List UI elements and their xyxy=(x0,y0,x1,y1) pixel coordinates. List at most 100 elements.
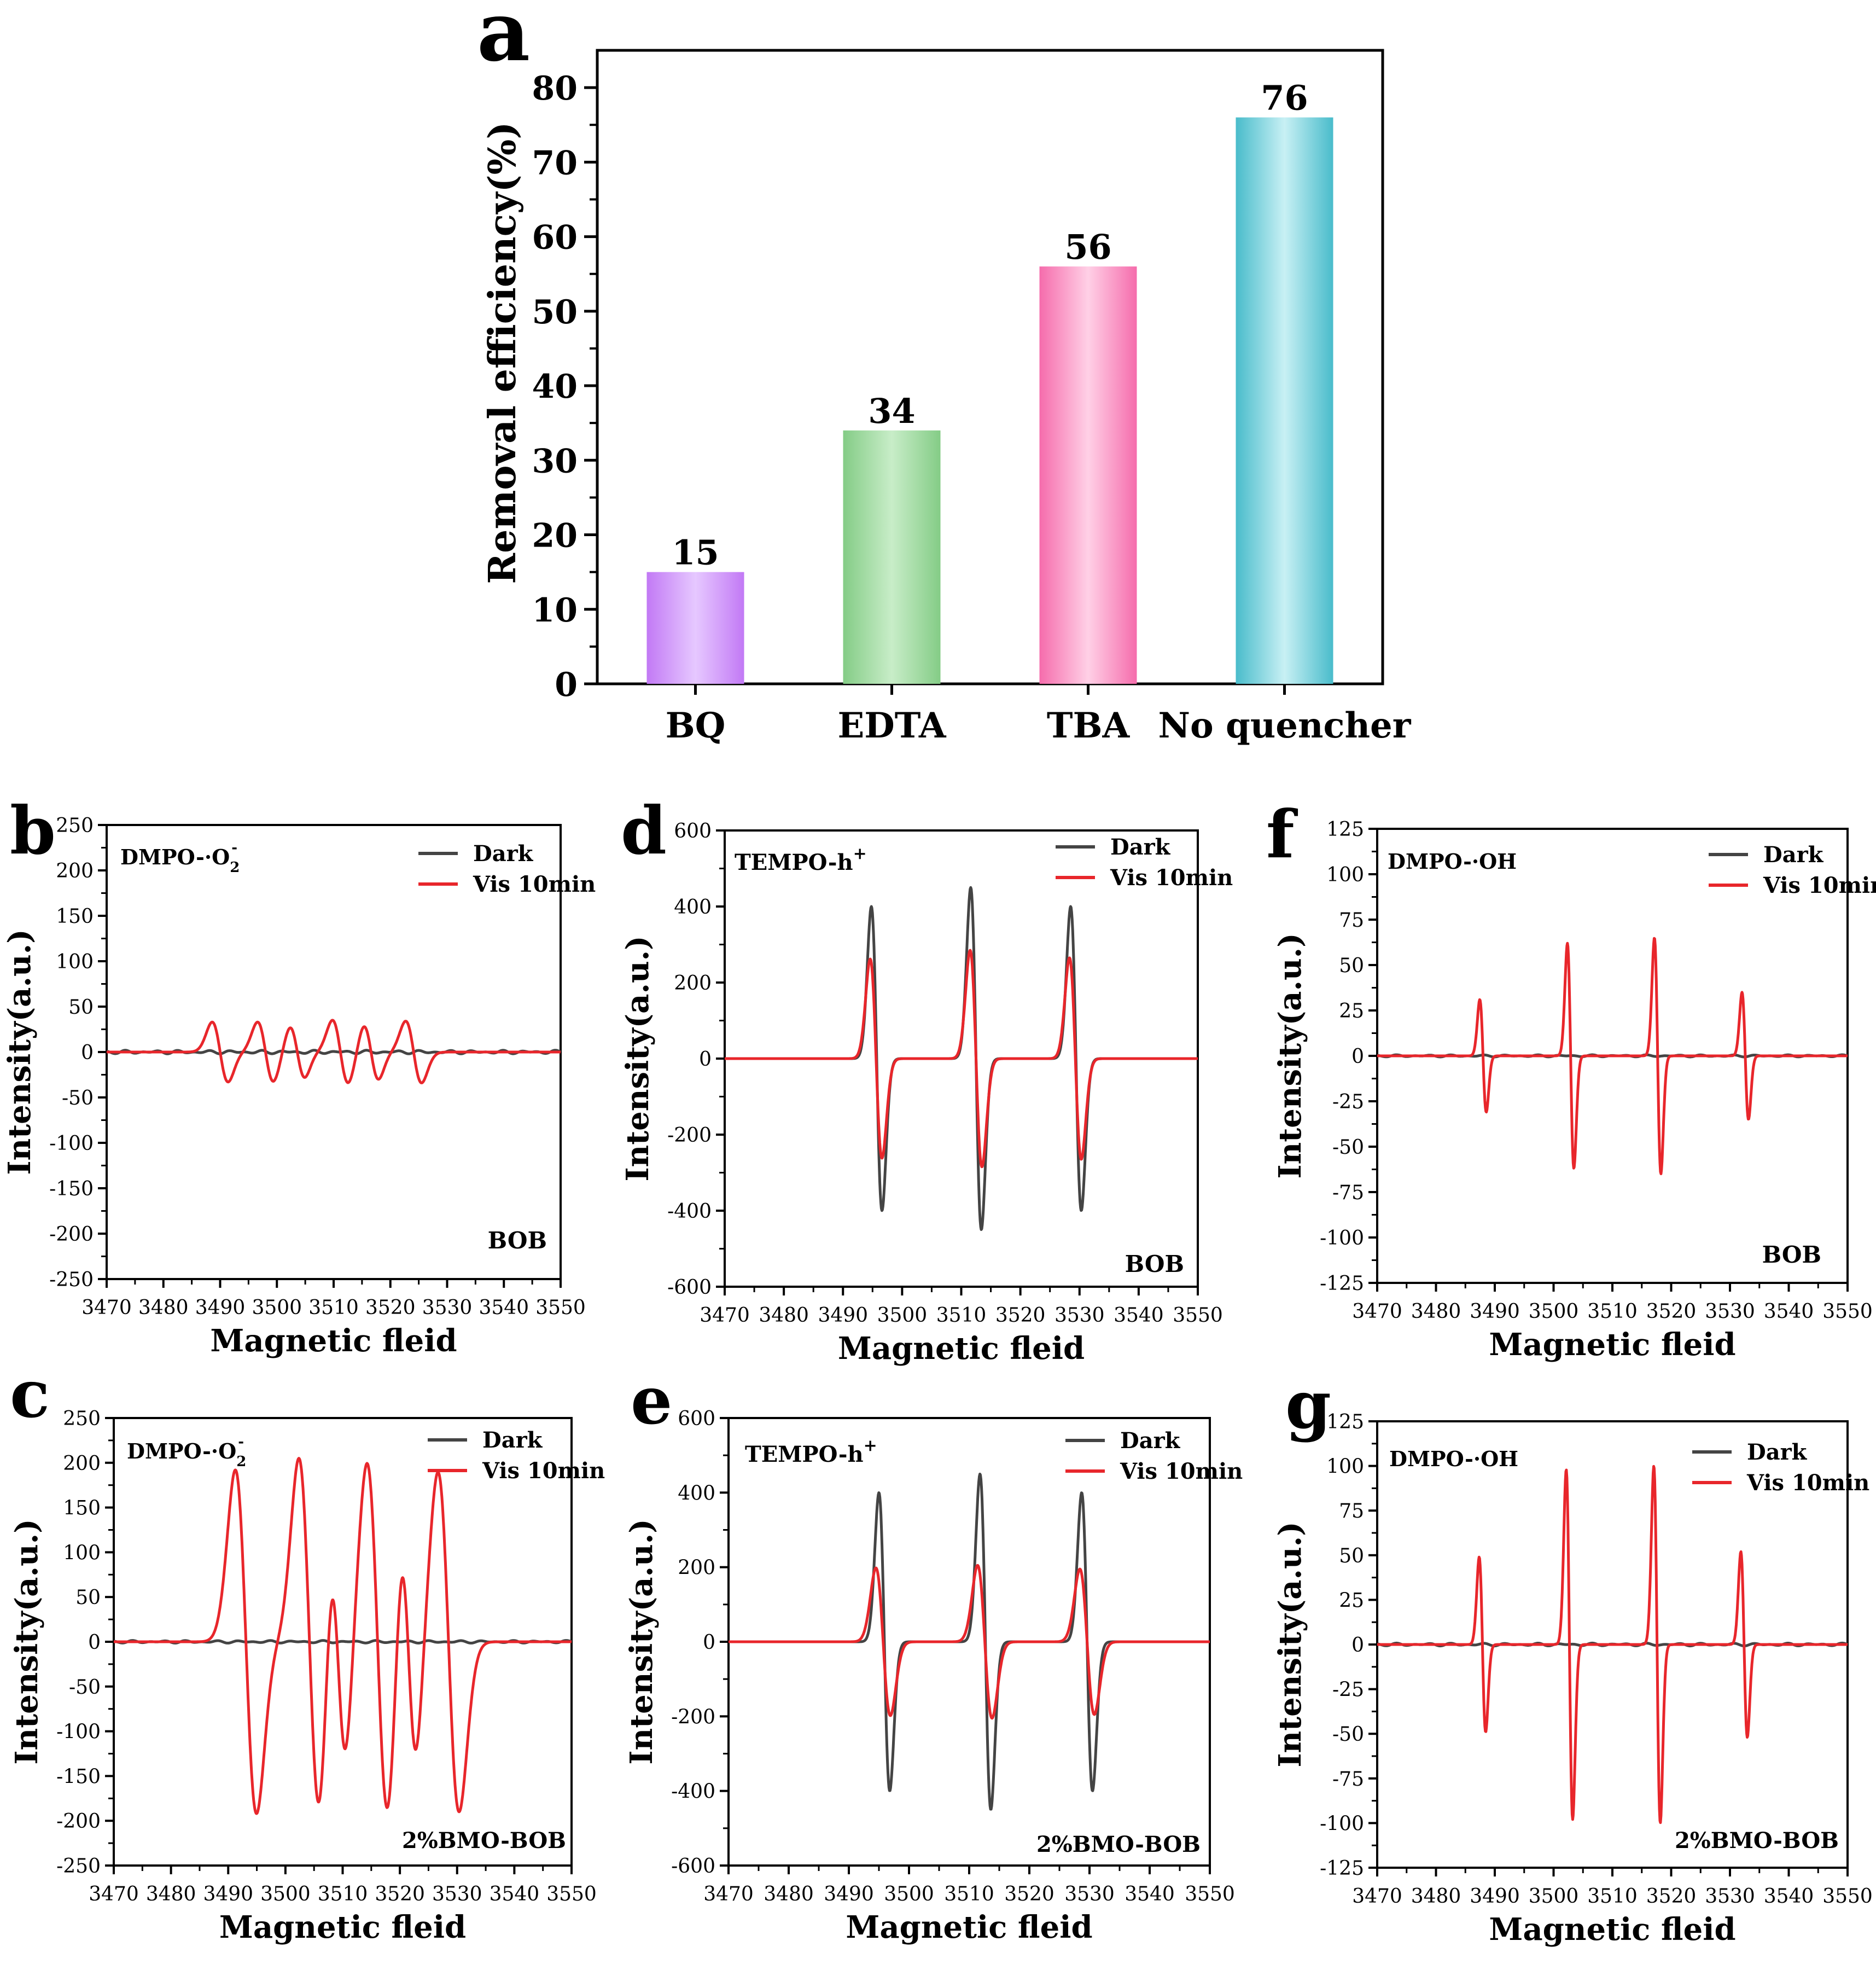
epr-x-tick-label: 3470 xyxy=(89,1883,139,1905)
epr-panel-b: b DMPO-·O2 - BOB 3470 3480 3490 3500 3510 3520… xyxy=(2,792,596,1359)
probe-main-d: TEMPO-h xyxy=(735,850,853,875)
epr-x-tick-label: 3510 xyxy=(1587,1885,1638,1908)
legend-label: Dark xyxy=(473,841,534,867)
sample-label-f: BOB xyxy=(1762,1241,1821,1268)
epr-y-tick-label: -125 xyxy=(1320,1272,1364,1295)
bar-value-label: 56 xyxy=(1064,227,1111,267)
epr-x-axis-title: Magnetic fleid xyxy=(219,1909,466,1945)
bar-category-label: No quencher xyxy=(1158,705,1412,746)
probe-sup-b: - xyxy=(231,840,237,856)
epr-y-tick-label: 100 xyxy=(1326,864,1364,886)
epr-x-tick-label: 3500 xyxy=(884,1883,934,1905)
epr-x-tick-label: 3530 xyxy=(1705,1885,1755,1908)
epr-x-axis-title: Magnetic fleid xyxy=(1489,1911,1735,1948)
epr-x-tick-label: 3540 xyxy=(1125,1883,1175,1905)
epr-y-tick-label: 400 xyxy=(674,896,712,919)
legend-label: Vis 10min xyxy=(1763,873,1876,898)
bar-value-label: 34 xyxy=(868,391,915,431)
epr-panel-g: g DMPO-·OH 2%BMO-BOB 3470 3480 3490 3500 351… xyxy=(1272,1367,1873,1948)
panel-letter-b: b xyxy=(10,792,56,869)
epr-y-tick-label: -200 xyxy=(49,1223,94,1246)
epr-x-tick-label: 3540 xyxy=(1764,1300,1814,1323)
epr-y-tick-label: 25 xyxy=(1339,1000,1364,1022)
epr-y-tick-label: 250 xyxy=(56,815,94,837)
epr-y-tick-label: -50 xyxy=(62,1087,94,1109)
epr-y-tick-label: 200 xyxy=(678,1557,715,1579)
epr-y-tick-label: 150 xyxy=(56,905,94,928)
epr-x-tick-label: 3510 xyxy=(1587,1300,1638,1323)
epr-y-tick-label: 0 xyxy=(1351,1045,1364,1068)
epr-y-tick-label: 150 xyxy=(63,1497,101,1520)
epr-y-tick-label: 25 xyxy=(1339,1589,1364,1612)
epr-x-tick-label: 3550 xyxy=(1822,1300,1873,1323)
epr-series-vis-10min xyxy=(113,1457,573,1815)
panel-letter-a: a xyxy=(477,0,530,80)
epr-x-tick-label: 3480 xyxy=(759,1304,809,1327)
bar-value-label: 15 xyxy=(672,533,719,573)
bar-y-tick-label: 70 xyxy=(532,144,578,182)
epr-x-tick-label: 3500 xyxy=(1529,1885,1579,1908)
epr-x-tick-label: 3470 xyxy=(1352,1300,1402,1323)
sample-label-d: BOB xyxy=(1125,1251,1184,1277)
epr-y-tick-label: 200 xyxy=(56,860,94,882)
bar-value-label: 76 xyxy=(1261,78,1308,118)
legend-label: Dark xyxy=(1110,834,1171,860)
probe-main-e: TEMPO-h xyxy=(745,1442,864,1467)
epr-x-tick-label: 3480 xyxy=(146,1883,196,1905)
epr-y-tick-label: 50 xyxy=(1339,955,1364,977)
epr-x-tick-label: 3500 xyxy=(877,1304,928,1327)
epr-y-tick-label: -50 xyxy=(1332,1723,1364,1746)
panel-letter-d: d xyxy=(621,792,667,869)
epr-y-axis-title: Intensity(a.u.) xyxy=(1272,933,1308,1178)
epr-x-tick-label: 3490 xyxy=(1470,1885,1520,1908)
epr-x-tick-label: 3510 xyxy=(936,1304,987,1327)
probe-sup-e: + xyxy=(864,1436,877,1455)
epr-x-tick-label: 3530 xyxy=(1705,1300,1755,1323)
epr-x-tick-label: 3470 xyxy=(1352,1885,1402,1908)
epr-x-tick-label: 3520 xyxy=(1646,1300,1697,1323)
epr-x-tick-label: 3530 xyxy=(1054,1304,1105,1327)
probe-label-g: DMPO-·OH xyxy=(1389,1446,1518,1471)
epr-y-tick-label: 0 xyxy=(703,1631,715,1654)
epr-y-tick-label: -50 xyxy=(69,1676,101,1699)
bar-y-axis-title: Removal efficiency(%) xyxy=(481,122,525,584)
bar-tba xyxy=(1039,266,1137,684)
epr-panel-c: c DMPO-·O2 - 2%BMO-BOB 3470 3480 3490 3500 35… xyxy=(9,1356,605,1945)
epr-x-tick-label: 3530 xyxy=(432,1883,482,1905)
epr-y-tick-label: -150 xyxy=(49,1178,94,1200)
epr-x-tick-label: 3550 xyxy=(1185,1883,1235,1905)
epr-x-tick-label: 3550 xyxy=(535,1297,586,1319)
epr-x-tick-label: 3550 xyxy=(1822,1885,1873,1908)
epr-y-tick-label: -75 xyxy=(1332,1182,1364,1204)
epr-y-tick-label: -250 xyxy=(49,1269,94,1291)
panel-letter-e: e xyxy=(631,1362,672,1439)
epr-x-tick-label: 3520 xyxy=(995,1304,1046,1327)
legend-label: Vis 10min xyxy=(1120,1459,1243,1484)
epr-x-tick-label: 3520 xyxy=(365,1297,416,1319)
epr-x-tick-label: 3510 xyxy=(944,1883,994,1905)
epr-y-tick-label: 250 xyxy=(63,1408,101,1430)
probe-main-b: DMPO-·O xyxy=(120,845,230,869)
epr-y-axis-title: Intensity(a.u.) xyxy=(624,1519,660,1764)
epr-series-vis-10min xyxy=(106,1019,562,1084)
epr-y-axis-title: Intensity(a.u.) xyxy=(1272,1521,1308,1767)
bar-plot-area: 0 10 20 30 40 50 60 70 80 15 BQ 34 EDTA 56 TBA 76 No que… xyxy=(532,49,1412,746)
epr-y-tick-label: -75 xyxy=(1332,1768,1364,1791)
bar-y-tick-label: 50 xyxy=(532,293,578,332)
epr-series-vis-10min xyxy=(1376,1465,1849,1824)
epr-x-tick-label: 3470 xyxy=(700,1304,750,1327)
epr-y-tick-label: -100 xyxy=(49,1132,94,1155)
epr-y-axis-title: Intensity(a.u.) xyxy=(620,935,656,1181)
probe-sub-c: 2 xyxy=(236,1454,246,1470)
epr-x-tick-label: 3490 xyxy=(818,1304,868,1327)
epr-y-tick-label: -250 xyxy=(56,1855,101,1878)
epr-x-tick-label: 3490 xyxy=(203,1883,253,1905)
epr-y-tick-label: 600 xyxy=(674,820,712,842)
epr-x-tick-label: 3470 xyxy=(81,1297,132,1319)
epr-y-tick-label: -100 xyxy=(56,1721,101,1744)
epr-y-tick-label: -25 xyxy=(1332,1679,1364,1701)
epr-series-vis-10min xyxy=(727,1564,1211,1720)
epr-x-axis-title: Magnetic fleid xyxy=(846,1909,1092,1945)
bar-chart-panel: a 0 10 20 30 40 50 60 70 80 15 BQ 34 EDTA 56 TBA 76 No q… xyxy=(477,0,1412,746)
bar-y-tick-label: 30 xyxy=(532,442,578,480)
